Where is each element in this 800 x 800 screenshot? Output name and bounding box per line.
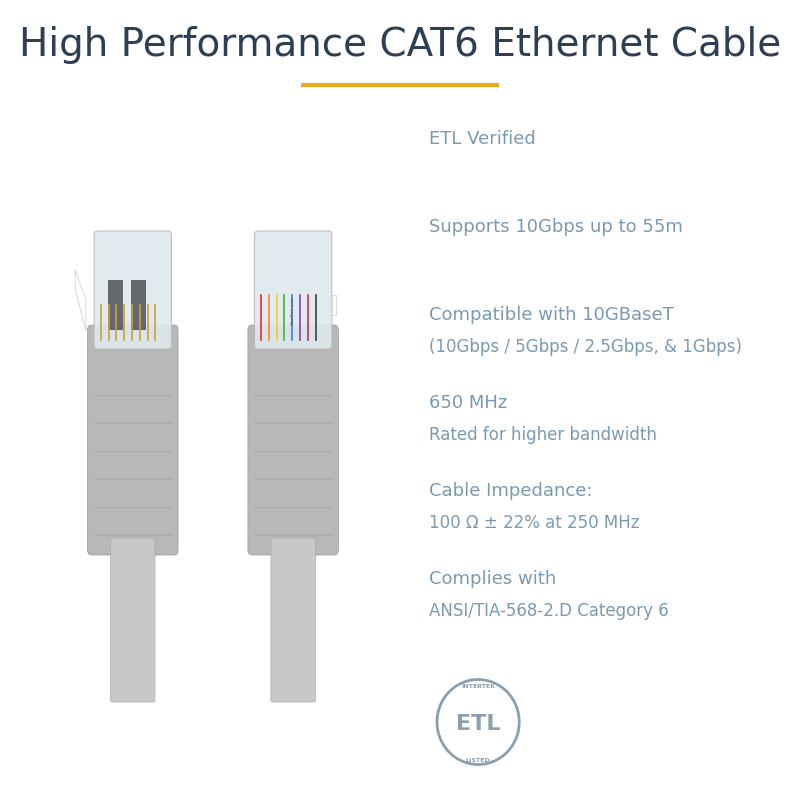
FancyBboxPatch shape	[110, 538, 155, 702]
Text: Compatible with 10GBaseT: Compatible with 10GBaseT	[429, 306, 674, 324]
Text: ETL: ETL	[456, 714, 500, 734]
FancyBboxPatch shape	[254, 231, 332, 349]
FancyBboxPatch shape	[248, 325, 338, 555]
Polygon shape	[75, 270, 86, 330]
Text: ETL Verified: ETL Verified	[429, 130, 535, 148]
Text: Rated for higher bandwidth: Rated for higher bandwidth	[429, 426, 657, 444]
Text: 100 Ω ± 22% at 250 MHz: 100 Ω ± 22% at 250 MHz	[429, 514, 639, 532]
Text: StarTech.com: StarTech.com	[291, 296, 295, 324]
FancyBboxPatch shape	[131, 280, 146, 330]
Text: Supports 10Gbps up to 55m: Supports 10Gbps up to 55m	[429, 218, 682, 236]
Text: LISTED: LISTED	[466, 758, 490, 762]
Text: Cable Impedance:: Cable Impedance:	[429, 482, 592, 500]
FancyBboxPatch shape	[271, 538, 315, 702]
Polygon shape	[332, 295, 336, 315]
Text: 650 MHz: 650 MHz	[429, 394, 507, 412]
Text: Complies with: Complies with	[429, 570, 556, 588]
Text: ANSI/TIA-568-2.D Category 6: ANSI/TIA-568-2.D Category 6	[429, 602, 669, 620]
Text: (10Gbps / 5Gbps / 2.5Gbps, & 1Gbps): (10Gbps / 5Gbps / 2.5Gbps, & 1Gbps)	[429, 338, 742, 356]
FancyBboxPatch shape	[94, 231, 171, 349]
Text: High Performance CAT6 Ethernet Cable: High Performance CAT6 Ethernet Cable	[19, 26, 781, 64]
FancyBboxPatch shape	[108, 280, 123, 330]
Text: INTERTEK: INTERTEK	[461, 683, 495, 689]
FancyBboxPatch shape	[87, 325, 178, 555]
